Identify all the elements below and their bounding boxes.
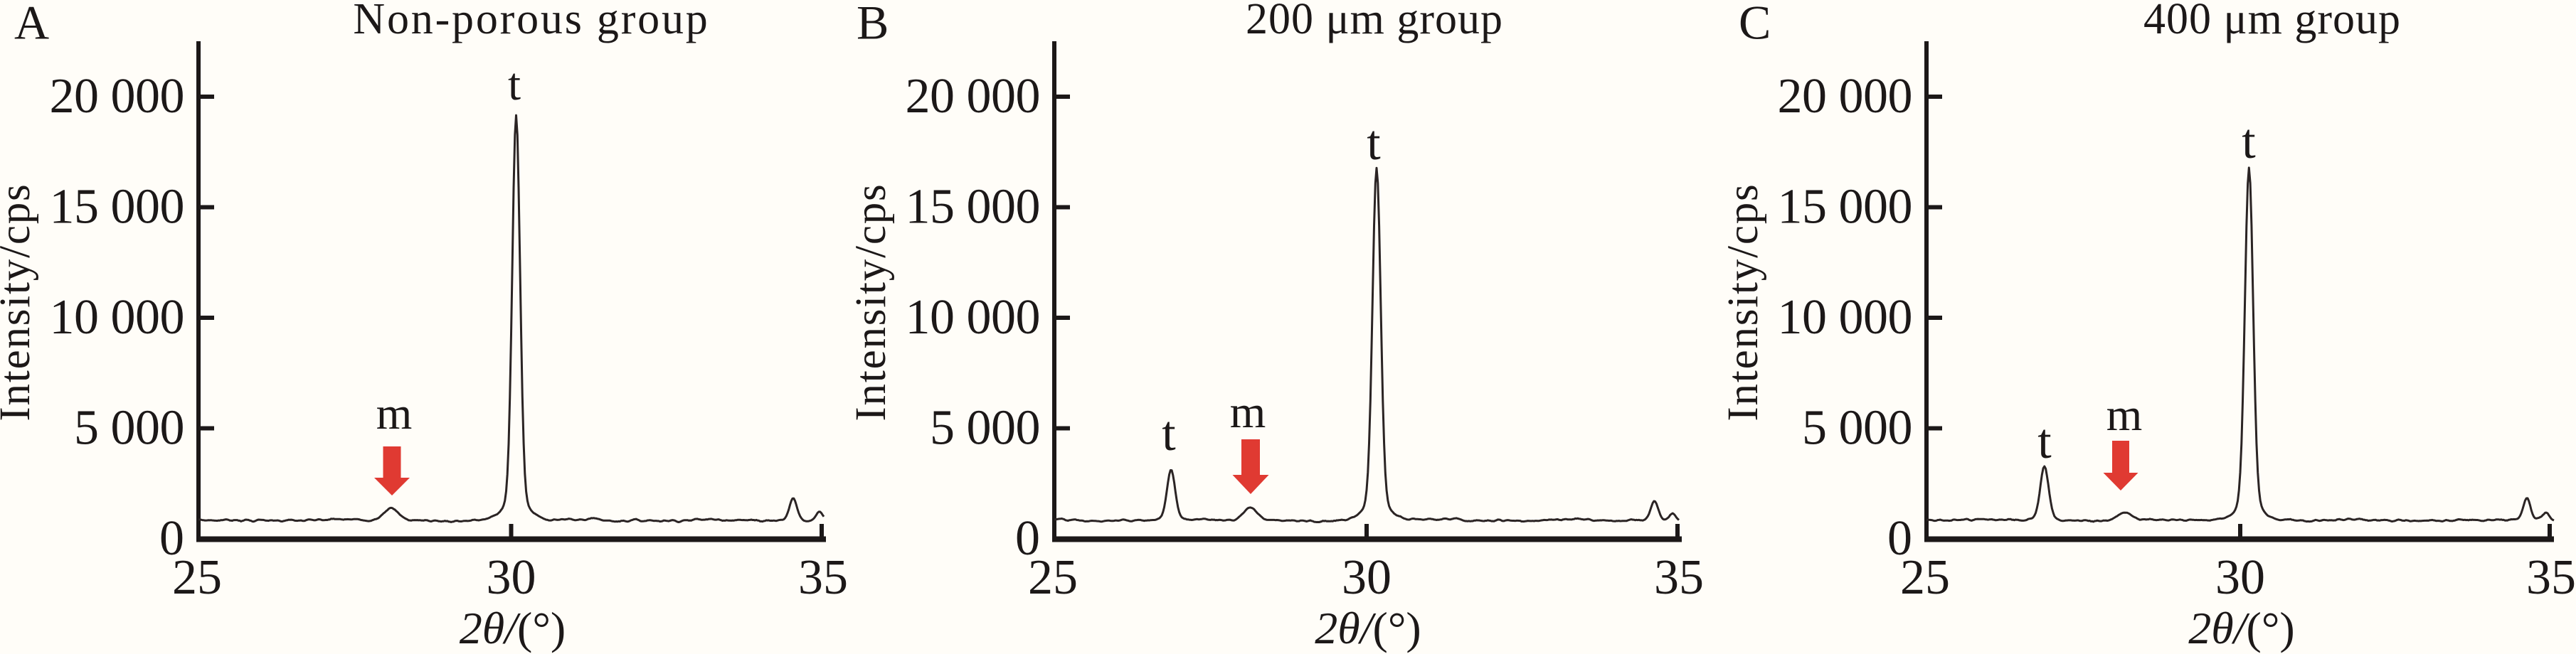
- svg-text:10 000: 10 000: [1778, 290, 1913, 345]
- svg-text:10 000: 10 000: [50, 290, 185, 345]
- svg-text:35: 35: [798, 550, 848, 605]
- svg-text:5 000: 5 000: [74, 401, 184, 456]
- svg-text:0: 0: [1015, 511, 1040, 566]
- svg-text:30: 30: [2215, 550, 2265, 605]
- svg-text:m: m: [2106, 390, 2143, 441]
- svg-text:0: 0: [1887, 511, 1912, 566]
- svg-text:30: 30: [1342, 550, 1392, 605]
- svg-text:5 000: 5 000: [930, 401, 1040, 456]
- svg-text:15 000: 15 000: [1778, 180, 1913, 235]
- svg-text:400 μm group: 400 μm group: [2143, 0, 2401, 43]
- svg-text:30: 30: [487, 550, 536, 605]
- svg-text:20 000: 20 000: [906, 69, 1041, 124]
- svg-text:t: t: [2242, 114, 2256, 169]
- svg-text:Intensity/cps: Intensity/cps: [0, 183, 39, 421]
- svg-text:0: 0: [159, 511, 184, 566]
- svg-text:Non-porous group: Non-porous group: [353, 0, 709, 43]
- svg-text:25: 25: [1900, 550, 1950, 605]
- svg-text:15 000: 15 000: [906, 180, 1041, 235]
- svg-text:Intensity/cps: Intensity/cps: [1719, 183, 1767, 421]
- svg-text:200 μm group: 200 μm group: [1246, 0, 1503, 43]
- svg-text:Intensity/cps: Intensity/cps: [847, 183, 895, 421]
- svg-text:20 000: 20 000: [50, 69, 185, 124]
- svg-text:2θ/(°): 2θ/(°): [2188, 603, 2294, 653]
- svg-text:2θ/(°): 2θ/(°): [460, 603, 566, 653]
- svg-text:B: B: [857, 0, 889, 50]
- svg-text:5 000: 5 000: [1802, 401, 1912, 456]
- svg-text:25: 25: [172, 550, 222, 605]
- svg-text:2θ/(°): 2θ/(°): [1315, 603, 1421, 653]
- svg-text:t: t: [508, 59, 521, 110]
- svg-text:t: t: [1367, 116, 1381, 171]
- svg-text:t: t: [1162, 407, 1176, 461]
- svg-text:m: m: [1230, 387, 1266, 438]
- svg-text:20 000: 20 000: [1778, 69, 1913, 124]
- svg-text:10 000: 10 000: [906, 290, 1041, 345]
- svg-text:C: C: [1739, 0, 1771, 50]
- svg-text:35: 35: [2526, 550, 2576, 605]
- svg-text:t: t: [2037, 414, 2052, 469]
- svg-text:A: A: [14, 0, 49, 50]
- svg-text:35: 35: [1654, 550, 1704, 605]
- svg-text:m: m: [376, 388, 413, 439]
- svg-text:25: 25: [1028, 550, 1078, 605]
- svg-text:15 000: 15 000: [50, 180, 185, 235]
